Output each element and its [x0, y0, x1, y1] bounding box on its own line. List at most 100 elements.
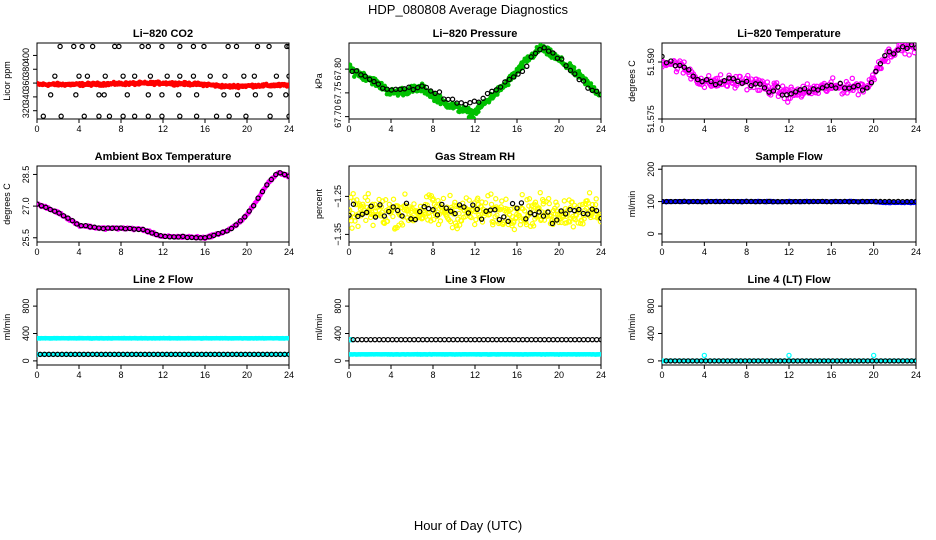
data-point — [593, 196, 599, 202]
data-point — [554, 336, 561, 343]
data-point — [420, 336, 426, 343]
x-tick-label: 12 — [784, 124, 794, 134]
plot-frame — [36, 165, 290, 243]
data-point — [717, 72, 724, 78]
data-point — [492, 207, 498, 213]
data-point — [523, 219, 529, 225]
data-point — [365, 191, 371, 197]
data-point — [471, 221, 478, 228]
data-point — [250, 203, 257, 209]
chart-title: Line 4 (LT) Flow — [748, 274, 831, 286]
data-point — [390, 196, 397, 202]
y-tick-label: 340 — [21, 89, 31, 104]
data-point — [588, 214, 594, 221]
data-point — [353, 68, 360, 74]
data-point — [84, 73, 91, 79]
data-point — [864, 85, 870, 91]
data-point — [493, 196, 499, 202]
x-tick-label: 24 — [911, 247, 921, 257]
data-point — [545, 48, 552, 54]
series-minimum — [40, 113, 289, 119]
y-tick-label: 380 — [21, 62, 31, 77]
data-point — [905, 37, 909, 41]
data-point — [393, 336, 400, 343]
data-point — [585, 336, 591, 343]
data-point — [524, 63, 530, 69]
y-tick-label: 360 — [21, 76, 31, 91]
data-point — [414, 84, 421, 91]
data-point — [372, 336, 378, 343]
x-tick-label: 20 — [242, 370, 252, 380]
data-point — [757, 81, 763, 87]
data-point — [349, 336, 354, 343]
x-tick-label: 8 — [430, 247, 435, 257]
data-point — [251, 73, 258, 79]
x-tick-label: 12 — [158, 247, 168, 257]
data-point — [437, 218, 444, 224]
data-point — [913, 198, 916, 205]
data-point — [458, 100, 464, 106]
data-point — [193, 92, 200, 98]
data-point — [364, 197, 371, 204]
data-point — [177, 113, 183, 119]
data-point — [518, 200, 525, 206]
series-area — [349, 43, 601, 119]
data-point — [570, 224, 577, 230]
data-point — [554, 202, 560, 208]
data-point — [252, 92, 259, 98]
data-point — [531, 211, 538, 218]
data-point — [224, 228, 230, 234]
data-point — [554, 211, 561, 218]
data-point — [144, 228, 151, 235]
data-point — [476, 109, 481, 114]
x-tick-label: 20 — [242, 247, 252, 257]
data-point — [885, 58, 891, 65]
series-average — [662, 43, 916, 98]
data-point — [385, 336, 391, 343]
data-point — [868, 79, 875, 86]
data-point — [668, 58, 674, 64]
data-point — [489, 88, 495, 95]
data-point — [909, 43, 915, 46]
series-minute-data — [349, 189, 601, 233]
x-tick-label: 16 — [826, 370, 836, 380]
data-point — [190, 43, 197, 50]
data-point — [563, 336, 569, 343]
data-point — [454, 225, 460, 232]
data-point — [352, 218, 358, 224]
x-tick-label: 20 — [242, 124, 252, 134]
data-point — [597, 218, 601, 225]
data-point — [589, 336, 596, 343]
data-point — [377, 202, 383, 208]
series-maximum — [57, 43, 289, 50]
x-tick-label: 8 — [118, 124, 123, 134]
data-point — [273, 171, 279, 178]
x-tick-label: 8 — [744, 124, 749, 134]
data-point — [286, 82, 289, 87]
chart-title: Li−820 Pressure — [433, 28, 518, 40]
data-point — [120, 73, 126, 79]
data-point — [712, 81, 719, 88]
data-point — [468, 214, 474, 221]
data-point — [493, 87, 499, 93]
y-axis-label: kPa — [314, 73, 324, 89]
data-point — [211, 232, 217, 239]
data-point — [576, 206, 582, 213]
data-point — [60, 213, 67, 219]
data-point — [471, 98, 478, 104]
data-point — [446, 336, 452, 343]
data-point — [898, 43, 902, 44]
data-point — [415, 336, 422, 343]
x-tick-label: 12 — [470, 247, 480, 257]
data-point — [502, 79, 508, 85]
data-point — [449, 224, 456, 231]
x-tick-label: 24 — [596, 124, 606, 134]
data-point — [521, 208, 528, 214]
data-point — [380, 336, 387, 343]
data-point — [57, 43, 63, 50]
y-axis-label: degrees C — [627, 60, 637, 102]
